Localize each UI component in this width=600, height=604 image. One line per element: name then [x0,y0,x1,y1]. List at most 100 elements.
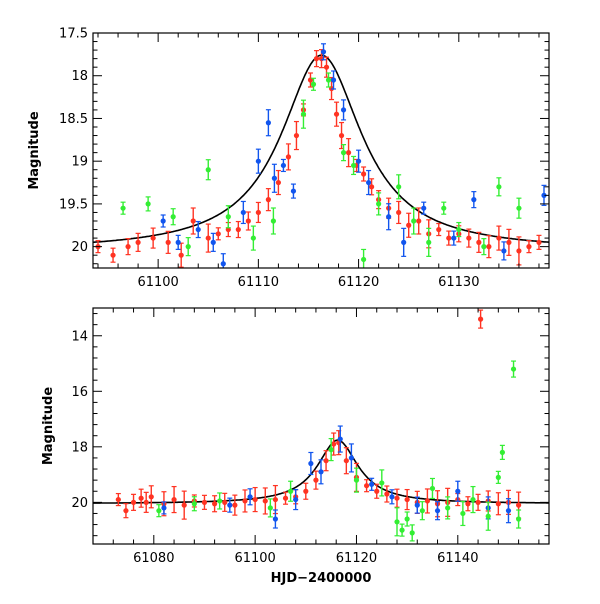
data-point-red [331,432,337,456]
x-tick-label: 61120 [336,551,377,566]
y-tick-label: 18 [71,440,88,455]
data-point-green [328,438,334,462]
series-green [120,72,522,268]
series-blue [160,43,547,268]
x-tick-label: 61080 [133,551,174,566]
data-point-blue [272,509,278,529]
data-point-red [323,56,330,78]
data-point-green [516,509,522,529]
data-point-red [212,495,218,513]
series-green [156,360,522,542]
data-point-red [123,503,129,519]
data-point-green [470,485,476,514]
data-point-blue [366,169,372,196]
data-point-green [120,201,126,215]
x-tick-label: 61120 [338,275,379,290]
data-point-red [215,227,221,241]
data-point-blue [161,501,167,515]
data-point-blue [414,496,420,514]
data-point-blue [247,488,253,506]
data-point-green [350,155,357,176]
x-tick-label: 61100 [137,275,178,290]
y-tick-label: 16 [71,385,88,400]
data-point-red [516,236,522,266]
data-point-red [235,220,241,239]
data-point-red [478,309,484,329]
data-point-red [424,488,430,514]
data-point-green [185,237,191,257]
data-point-red [446,230,452,246]
data-point-green [325,72,332,88]
data-point-blue [451,230,457,246]
data-point-red [360,166,367,182]
data-point-red [466,228,472,248]
data-point-red [384,485,390,503]
bottom-y-axis-label: Magnitude [41,387,56,466]
data-point-green [170,208,176,226]
data-point-green [217,492,223,510]
data-point-red [475,493,481,511]
data-point-blue [386,203,392,231]
data-point-green [205,159,211,181]
data-point-green [460,500,466,527]
data-point-blue [210,232,216,252]
data-point-red [285,143,292,171]
data-point-green [300,99,307,129]
y-tick-label: 20 [71,240,88,255]
data-point-red [436,222,442,237]
x-tick-label: 61100 [234,551,275,566]
data-point-red [245,211,251,231]
data-point-green [481,238,487,256]
series-blue [161,425,512,529]
data-point-red [282,491,289,505]
y-tick-label: 19 [71,155,88,170]
data-point-blue [401,227,407,257]
data-point-green [145,196,151,212]
data-point-red [293,120,300,151]
data-point-green [396,174,402,200]
data-point-red [465,496,471,512]
data-point-red [171,485,177,514]
data-point-red [165,230,171,254]
x-tick-label: 61130 [438,275,479,290]
data-point-green [496,177,502,197]
data-point-blue [308,451,314,476]
data-point-red [495,492,501,516]
data-point-green [445,496,451,520]
data-point-green [225,205,231,229]
data-point-green [360,248,367,268]
data-point-green [510,360,517,378]
data-point-blue [320,43,327,61]
data-point-green [340,144,347,162]
data-point-blue [421,201,427,215]
plot-frame [92,32,550,269]
data-point-green [270,207,276,235]
data-point-green [499,444,505,460]
data-point-blue [541,184,547,206]
data-point-blue [271,163,277,193]
y-tick-label: 14 [71,329,88,344]
data-point-red [394,488,400,508]
data-point-green [426,227,432,257]
data-point-red [115,492,121,507]
data-point-red [143,491,149,513]
data-point-blue [220,253,226,268]
data-point-red [476,231,482,253]
data-point-red [275,169,282,196]
data-point-red [506,228,512,256]
data-point-red [496,225,502,251]
data-point-red [345,138,352,168]
data-point-blue [355,149,362,173]
data-point-blue [240,200,246,225]
data-point-red [178,242,184,268]
data-point-green [156,504,162,518]
data-point-blue [195,220,201,239]
data-point-blue [255,148,261,174]
data-point-green [399,523,405,537]
data-point-blue [280,158,287,173]
data-point-blue [348,443,354,473]
data-point-green [409,524,415,542]
data-point-blue [293,488,299,511]
data-point-green [376,192,382,216]
